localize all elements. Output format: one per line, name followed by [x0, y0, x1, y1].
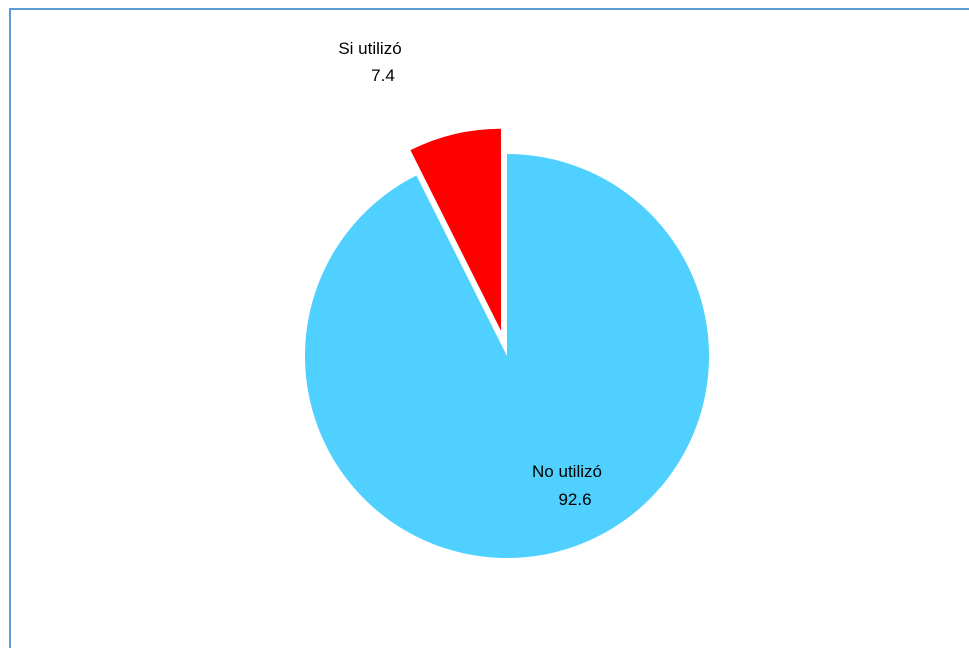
slice-value-si-utilizo: 7.4	[371, 66, 395, 85]
slice-label-no-utilizo: No utilizó	[532, 462, 602, 481]
slice-label-si-utilizo: Si utilizó	[338, 39, 401, 58]
pie-slice-si-utilizo	[410, 128, 502, 331]
pie-slice-no-utilizo	[304, 154, 709, 559]
chart-frame	[9, 8, 969, 648]
slice-value-no-utilizo: 92.6	[558, 490, 591, 509]
